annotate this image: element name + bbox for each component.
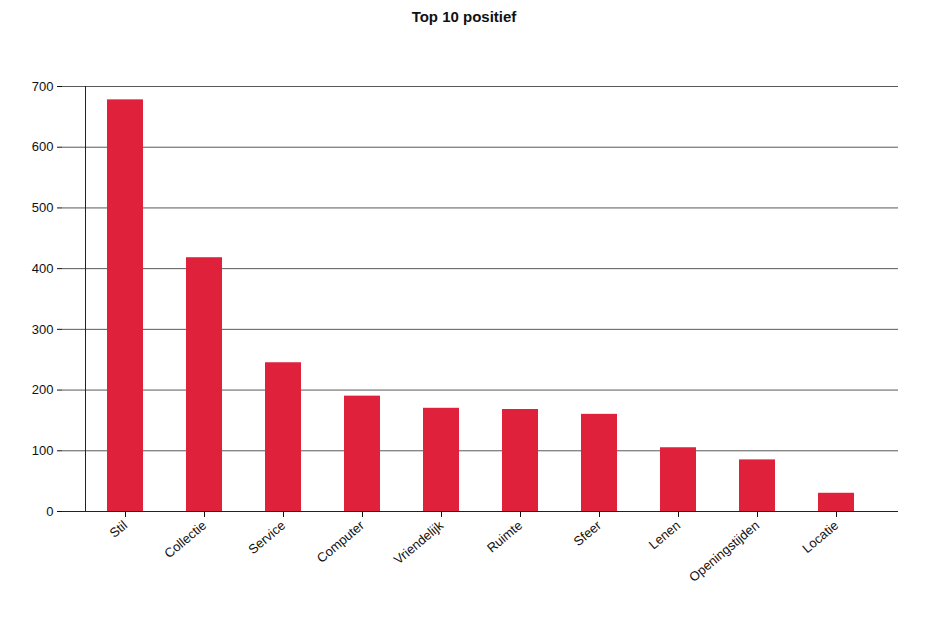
svg-text:Stil: Stil xyxy=(107,517,131,540)
svg-text:Service: Service xyxy=(245,518,288,557)
html-text:Top 10 positief: Top 10 positief xyxy=(411,8,517,25)
svg-text:300: 300 xyxy=(32,322,54,337)
svg-text:200: 200 xyxy=(32,382,54,397)
svg-text:Lenen: Lenen xyxy=(646,518,683,553)
svg-text:Ruimte: Ruimte xyxy=(484,518,525,556)
svg-text:Computer: Computer xyxy=(314,517,368,566)
svg-text:Locatie: Locatie xyxy=(799,518,841,556)
svg-text:100: 100 xyxy=(32,443,54,458)
svg-text:Sfeer: Sfeer xyxy=(571,517,605,549)
svg-text:500: 500 xyxy=(32,200,54,215)
svg-text:Openingstijden: Openingstijden xyxy=(686,518,762,585)
svg-text:600: 600 xyxy=(32,139,54,154)
svg-text:400: 400 xyxy=(32,261,54,276)
svg-text:700: 700 xyxy=(32,79,54,94)
svg-text:Vriendelijk: Vriendelijk xyxy=(391,517,447,567)
svg-text:Collectie: Collectie xyxy=(161,518,209,562)
svg-text:0: 0 xyxy=(46,504,53,519)
